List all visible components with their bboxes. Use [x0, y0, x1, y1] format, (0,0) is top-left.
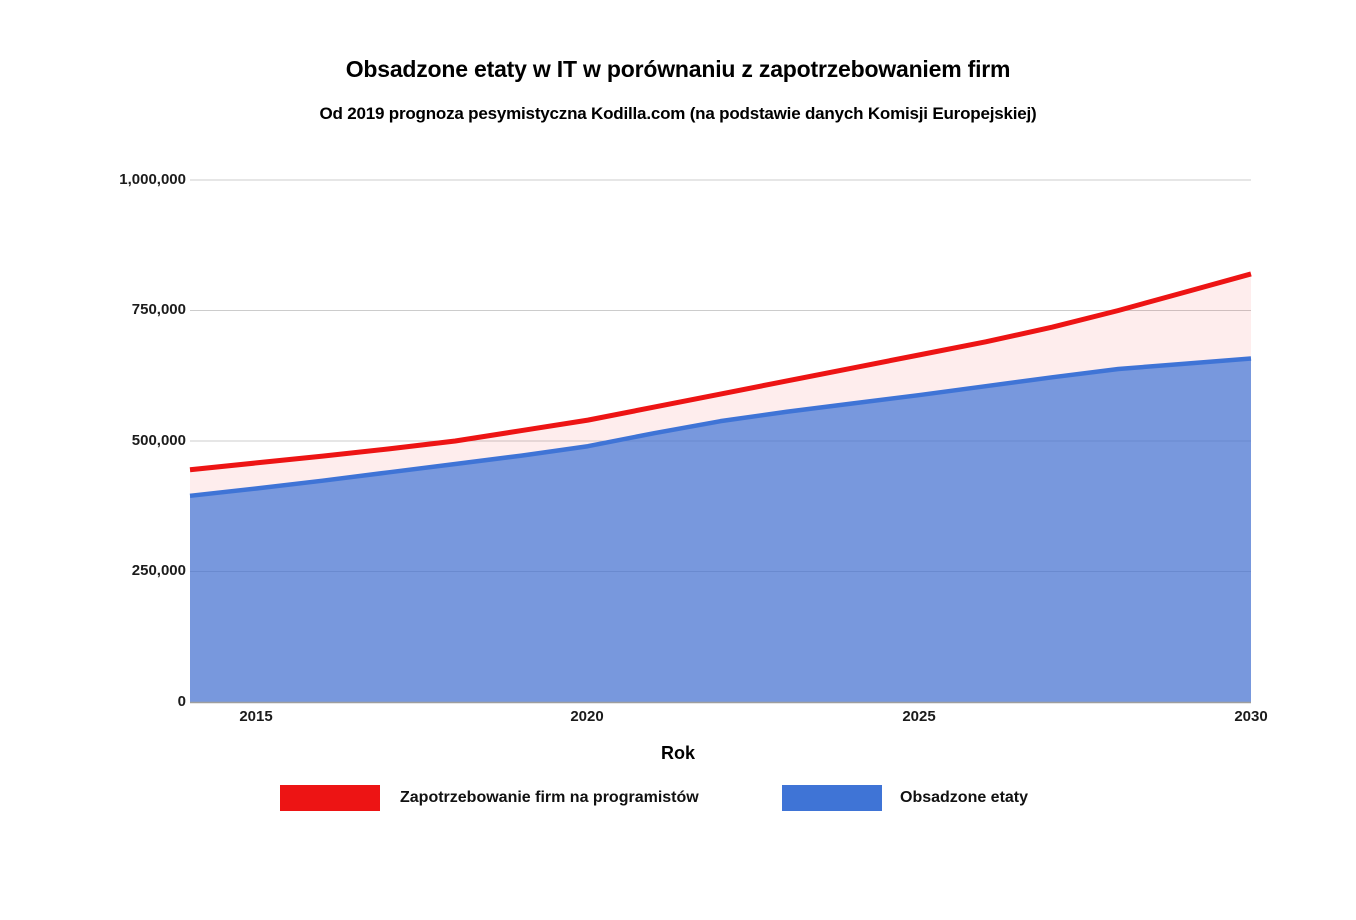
x-tick-label: 2020 — [570, 708, 604, 725]
y-tick-label: 250,000 — [131, 562, 186, 579]
x-tick-label: 2015 — [239, 708, 273, 725]
y-tick-label: 500,000 — [131, 432, 186, 449]
y-tick-label: 1,000,000 — [119, 171, 186, 188]
y-tick-label: 750,000 — [131, 301, 186, 318]
page-title: Obsadzone etaty w IT w porównaniu z zapo… — [345, 56, 1011, 82]
legend-label-filled: Obsadzone etaty — [900, 789, 1029, 806]
legend-label-demand: Zapotrzebowanie firm na programistów — [400, 789, 699, 806]
legend-swatch-demand — [280, 785, 380, 811]
legend-swatch-filled — [782, 785, 882, 811]
page-subtitle: Od 2019 prognoza pesymistyczna Kodilla.c… — [319, 104, 1037, 123]
x-tick-label: 2030 — [1234, 708, 1268, 725]
x-tick-label: 2025 — [902, 708, 936, 725]
y-tick-label: 0 — [177, 693, 186, 710]
x-axis-title: Rok — [660, 743, 695, 763]
